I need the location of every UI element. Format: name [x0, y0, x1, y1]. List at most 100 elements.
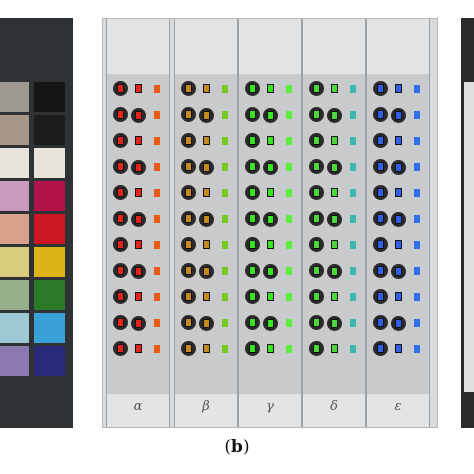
sensor-spot: [391, 185, 402, 197]
sensor-spot: [199, 185, 210, 197]
reference-square: [154, 163, 160, 171]
color-chip: [34, 280, 65, 310]
sensor-spot: [131, 212, 146, 227]
adjacent-panel-edge: [461, 18, 474, 428]
color-checker-panel: [0, 18, 73, 428]
sensor-spot: [391, 133, 402, 145]
sensor-spot: [327, 289, 338, 301]
reference-square: [286, 345, 292, 353]
sensor-spot: [245, 237, 260, 252]
color-chip: [0, 346, 29, 376]
test-strip: γ: [238, 19, 302, 427]
sensor-spot: [113, 81, 128, 96]
reference-square: [222, 215, 228, 223]
sensor-spot: [327, 264, 342, 279]
sensor-spot: [131, 108, 146, 123]
reference-square: [414, 267, 420, 275]
reference-square: [350, 293, 356, 301]
sensor-spot: [391, 341, 402, 353]
reference-square: [154, 189, 160, 197]
sensor-spot: [263, 212, 278, 227]
sensor-spot: [309, 237, 324, 252]
color-chip: [0, 148, 29, 178]
sensor-spot: [309, 315, 324, 330]
reference-square: [154, 241, 160, 249]
reference-square: [222, 293, 228, 301]
sensor-spot: [391, 212, 406, 227]
sensor-spot: [263, 108, 278, 123]
sensor-spot: [199, 237, 210, 249]
reference-square: [222, 241, 228, 249]
reference-square: [286, 319, 292, 327]
strip-label: β: [202, 399, 210, 414]
reference-square: [414, 319, 420, 327]
reference-square: [350, 241, 356, 249]
reference-square: [154, 111, 160, 119]
reference-square: [222, 345, 228, 353]
sensor-spot: [113, 133, 128, 148]
reference-square: [414, 241, 420, 249]
sensor-spot: [263, 289, 274, 301]
sensor-spot: [391, 160, 406, 175]
sensor-spot: [373, 237, 388, 252]
reference-square: [286, 241, 292, 249]
sensor-spot: [131, 341, 142, 353]
sensor-spot: [373, 263, 388, 278]
sensor-spot: [327, 212, 342, 227]
sensor-spot: [245, 263, 260, 278]
sensor-spot: [327, 81, 338, 93]
sensor-spot: [199, 264, 214, 279]
reference-square: [350, 319, 356, 327]
color-chip: [34, 82, 65, 112]
sensor-spot: [245, 315, 260, 330]
sensor-spot: [131, 160, 146, 175]
sensor-spot: [113, 315, 128, 330]
sensor-spot: [263, 81, 274, 93]
reference-square: [414, 345, 420, 353]
color-chip: [0, 181, 29, 211]
sensor-spot: [245, 341, 260, 356]
test-strip: α: [106, 19, 170, 427]
reference-square: [414, 85, 420, 93]
sensor-spot: [245, 289, 260, 304]
sensor-spot: [309, 159, 324, 174]
reference-square: [154, 293, 160, 301]
sensor-spot: [131, 237, 142, 249]
reference-square: [350, 267, 356, 275]
sensor-spot: [327, 316, 342, 331]
sensor-spot: [327, 341, 338, 353]
sensor-spot: [373, 81, 388, 96]
sensor-spot: [309, 133, 324, 148]
sensor-spot: [263, 160, 278, 175]
sensor-spot: [327, 133, 338, 145]
sensor-spot: [199, 81, 210, 93]
reference-square: [154, 137, 160, 145]
color-chip: [34, 148, 65, 178]
reference-square: [222, 163, 228, 171]
reference-square: [286, 137, 292, 145]
sensor-spot: [245, 81, 260, 96]
strip-label: α: [133, 399, 143, 414]
sensor-spot: [199, 212, 214, 227]
sensor-spot: [373, 211, 388, 226]
reference-square: [350, 189, 356, 197]
sensor-spot: [373, 133, 388, 148]
sensor-spot: [309, 185, 324, 200]
sensor-spot: [113, 289, 128, 304]
sensor-spot: [373, 107, 388, 122]
reference-square: [222, 137, 228, 145]
test-strip: β: [174, 19, 238, 427]
reference-square: [286, 267, 292, 275]
sensor-spot: [181, 81, 196, 96]
test-strip: δ: [302, 19, 366, 427]
reference-square: [350, 163, 356, 171]
sensor-spot: [245, 185, 260, 200]
sensor-spot: [309, 263, 324, 278]
sensor-spot: [199, 341, 210, 353]
reference-square: [222, 111, 228, 119]
reference-square: [414, 215, 420, 223]
sensor-spot: [181, 133, 196, 148]
reference-square: [350, 137, 356, 145]
reference-square: [222, 267, 228, 275]
reference-square: [286, 215, 292, 223]
